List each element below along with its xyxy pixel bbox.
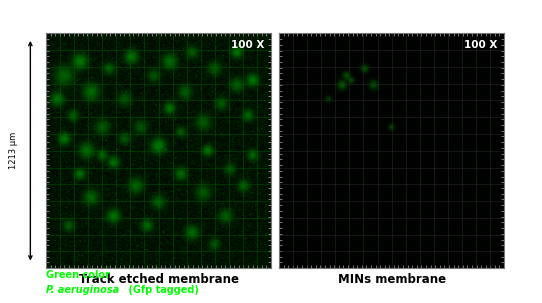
Text: 1213 μm: 1213 μm: [9, 132, 17, 169]
Text: P. aeruginosa: P. aeruginosa: [46, 285, 119, 295]
Text: Track etched membrane: Track etched membrane: [79, 273, 238, 286]
Text: Green color: Green color: [46, 270, 110, 280]
Text: 100 X: 100 X: [231, 40, 264, 50]
Text: 100 X: 100 X: [464, 40, 498, 50]
Text: MINs membrane: MINs membrane: [338, 273, 446, 286]
Text: (Gfp tagged): (Gfp tagged): [125, 285, 198, 295]
